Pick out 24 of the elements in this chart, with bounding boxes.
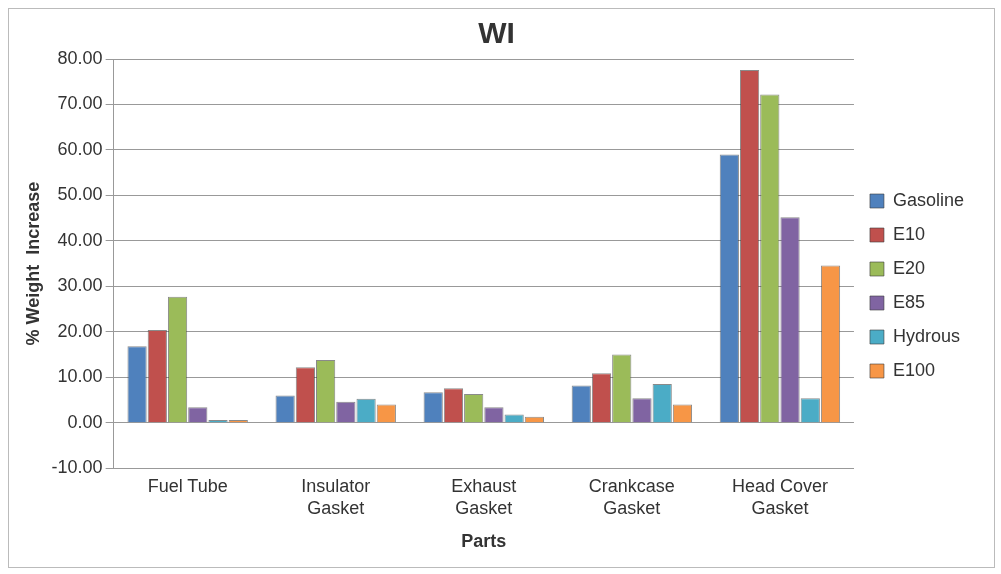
y-tick-label: 80.00 [57,47,103,68]
y-tick-label: 10.00 [57,366,103,387]
legend-label: Gasoline [892,189,964,210]
y-tick-label: 20.00 [57,320,103,341]
y-tick-label: 50.00 [57,184,103,205]
y-axis-title: % Weight Increase [22,181,43,346]
x-tick-label: Crankcase Gasket [588,475,675,518]
y-tick-label: 60.00 [57,138,103,159]
x-tick-label: Exhaust Gasket [451,475,517,518]
legend-label: Hydrous [892,325,960,346]
x-tick-label: Insulator Gasket [301,475,371,518]
y-tick-label: 70.00 [57,93,103,114]
chart-title: WI [478,16,515,50]
x-tick-label: Head Cover Gasket [731,475,828,518]
y-tick-label: -10.00 [51,457,103,478]
legend-label: E20 [892,257,925,278]
y-tick-label: 40.00 [57,229,103,250]
y-tick-label: 0.00 [67,411,103,432]
x-tick-label: Fuel Tube [147,475,228,496]
legend-label: E85 [892,291,925,312]
legend-label: E10 [892,223,925,244]
x-axis-title: Parts [461,531,507,552]
y-tick-label: 30.00 [57,275,103,296]
legend-label: E100 [892,359,935,380]
